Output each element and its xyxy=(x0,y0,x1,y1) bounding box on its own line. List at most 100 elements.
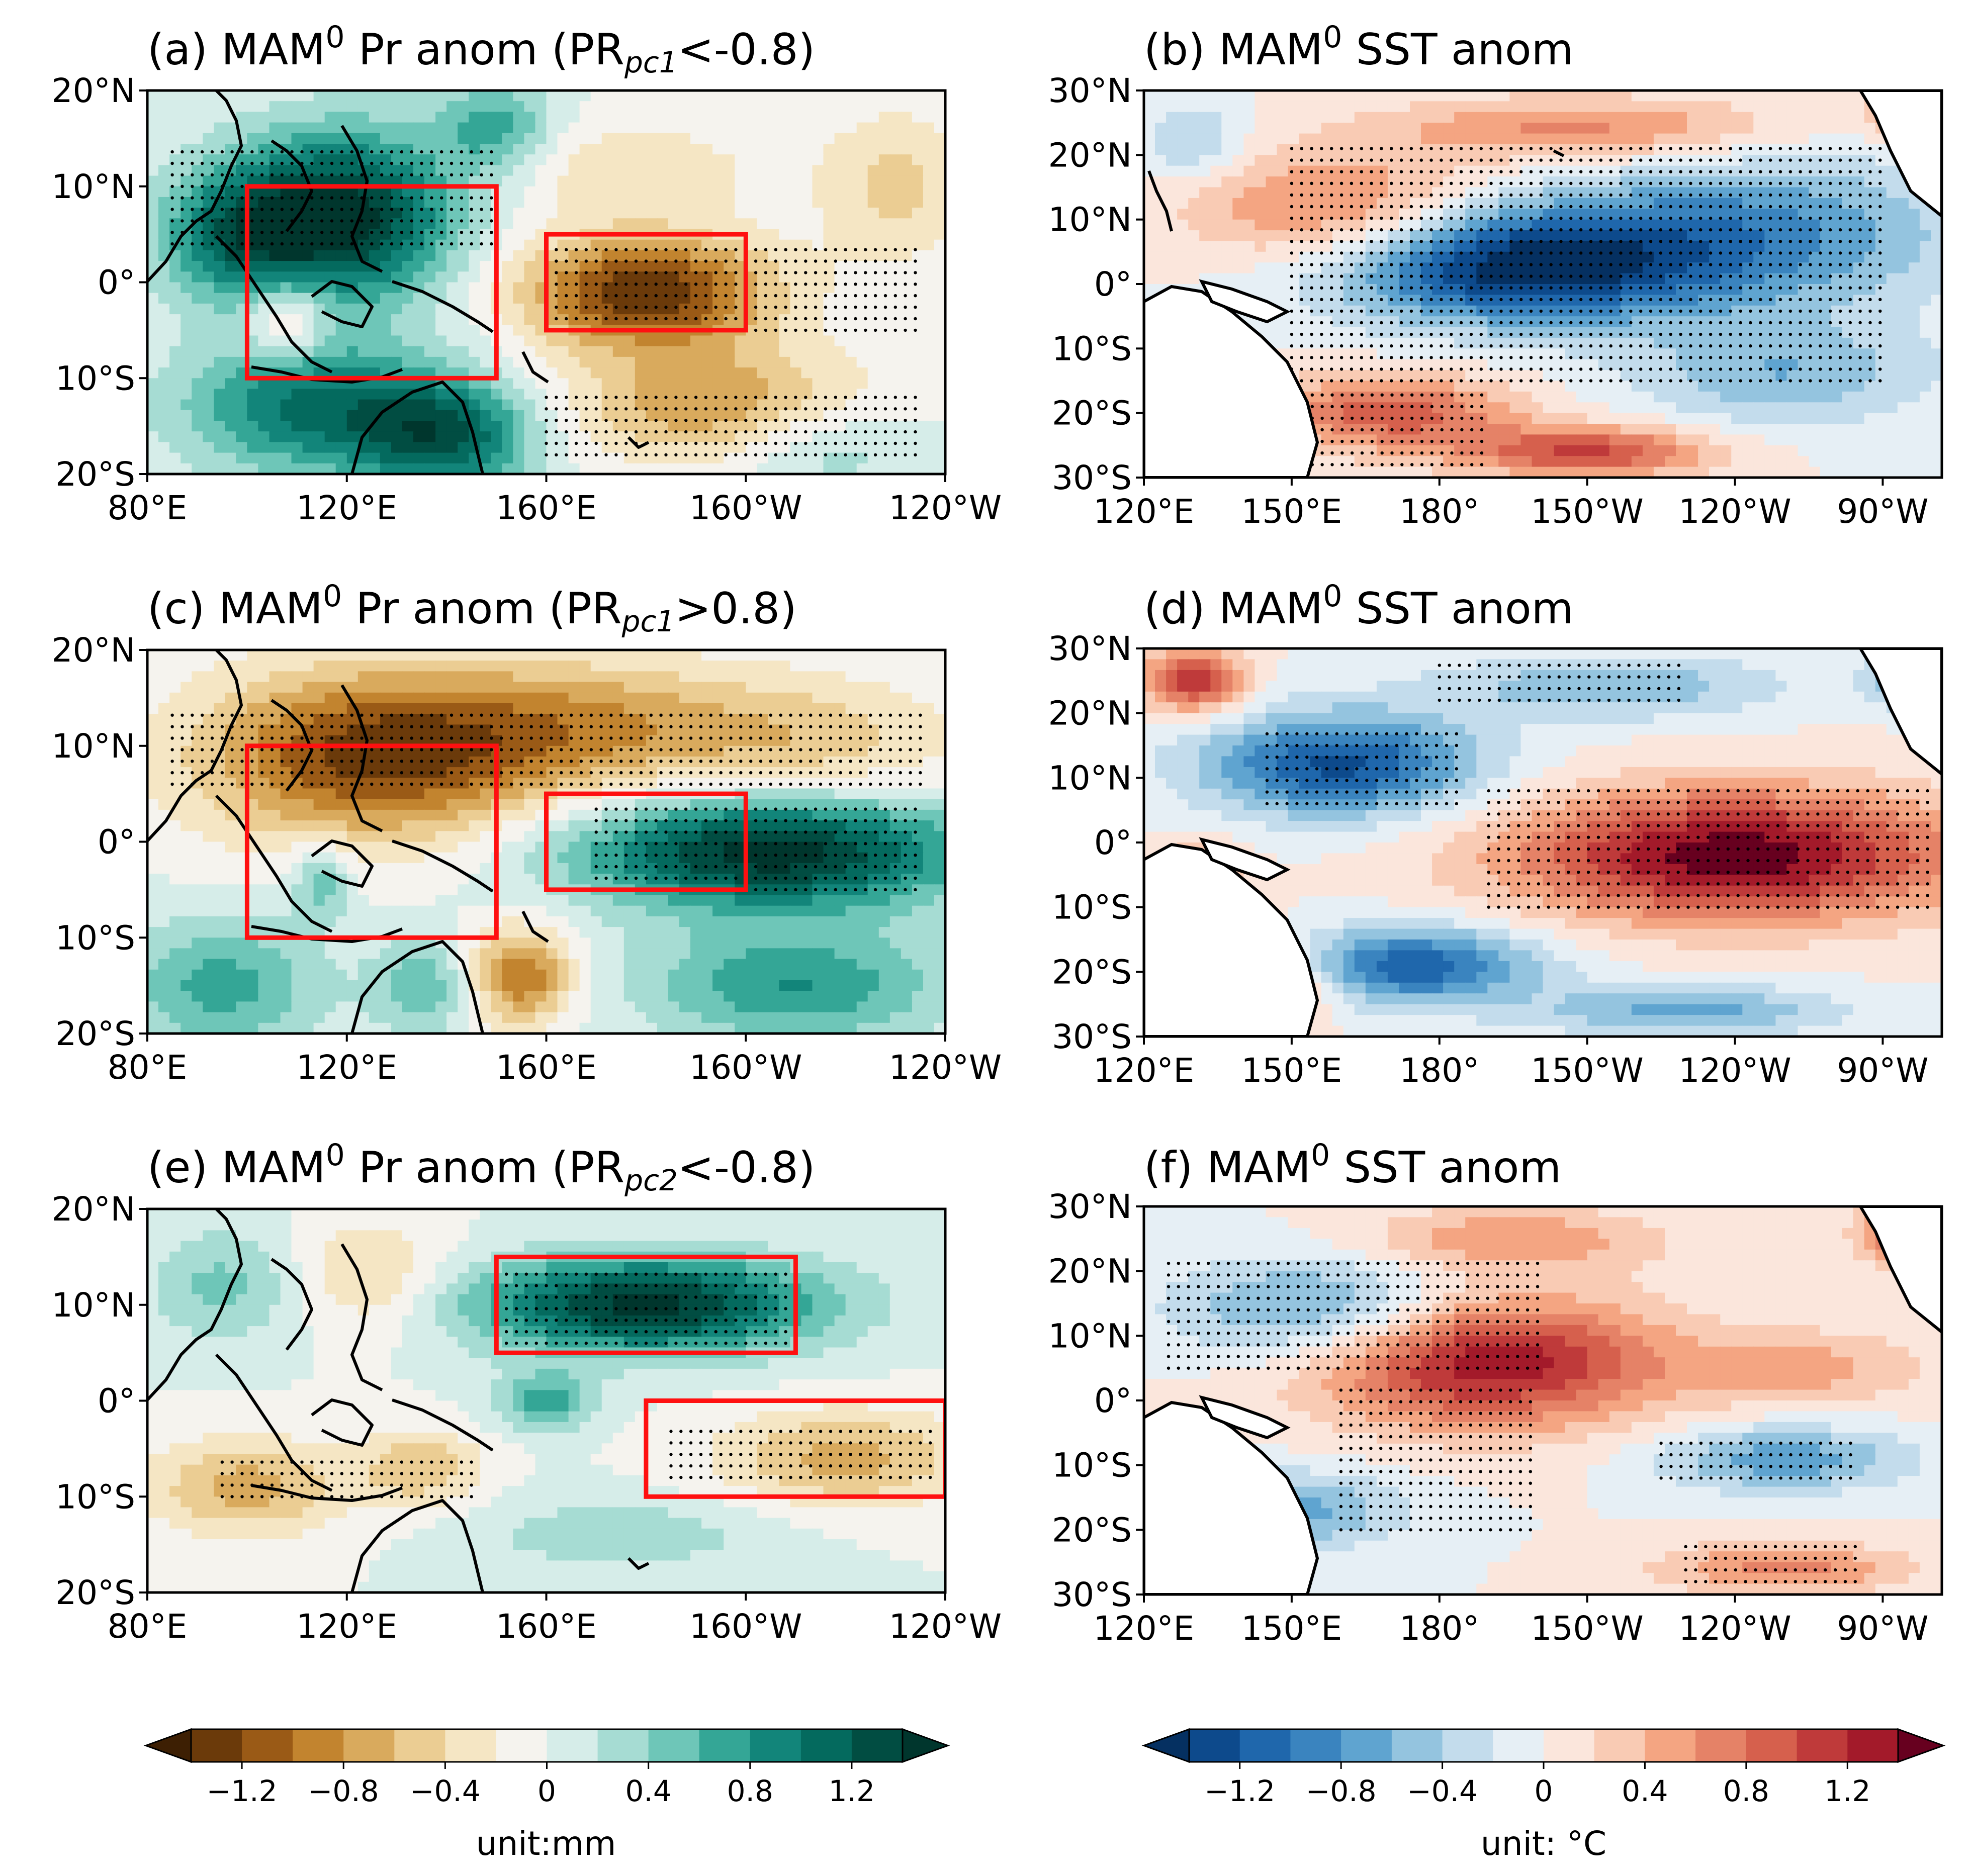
field-cell xyxy=(469,378,480,390)
stipple-dot xyxy=(774,271,778,274)
stipple-dot xyxy=(614,294,618,298)
stipple-dot xyxy=(210,161,214,165)
field-cell xyxy=(1897,230,1909,242)
field-cell xyxy=(1210,133,1222,145)
field-cell xyxy=(612,431,624,443)
stipple-dot xyxy=(230,196,234,200)
field-cell xyxy=(269,325,281,336)
field-cell xyxy=(535,154,547,166)
field-cell xyxy=(1199,165,1211,177)
field-cell xyxy=(912,122,924,134)
field-cell xyxy=(291,250,303,261)
field-cell xyxy=(1709,295,1721,306)
stipple-dot xyxy=(893,259,898,263)
field-cell xyxy=(679,399,691,411)
stipple-dot xyxy=(784,407,787,411)
stipple-dot xyxy=(614,305,618,309)
field-cell xyxy=(856,261,868,272)
field-cell xyxy=(712,303,724,315)
field-cell xyxy=(1620,251,1632,263)
field-cell xyxy=(1387,198,1399,210)
field-cell xyxy=(812,229,824,240)
field-cell xyxy=(1520,144,1533,156)
field-cell xyxy=(1720,133,1732,145)
field-cell xyxy=(1376,176,1388,188)
field-cell xyxy=(612,186,624,198)
field-cell xyxy=(646,239,658,251)
stipple-dot xyxy=(654,419,658,422)
field-cell xyxy=(690,250,702,261)
field-cell xyxy=(380,122,392,134)
field-cell xyxy=(1210,251,1222,263)
field-cell xyxy=(701,90,713,102)
field-cell xyxy=(446,271,458,283)
stipple-dot xyxy=(490,161,493,165)
stipple-dot xyxy=(614,317,618,321)
stipple-dot xyxy=(654,259,658,263)
field-cell xyxy=(1764,284,1776,296)
stipple-dot xyxy=(784,271,787,274)
stipple-dot xyxy=(390,208,394,211)
field-cell xyxy=(1842,123,1854,134)
field-cell xyxy=(1509,133,1521,145)
field-cell xyxy=(335,250,347,261)
field-cell xyxy=(735,303,746,315)
field-cell xyxy=(1653,90,1665,102)
field-cell xyxy=(1166,273,1178,285)
field-cell xyxy=(746,378,758,390)
stipple-dot xyxy=(764,441,768,445)
field-cell xyxy=(912,229,924,240)
field-cell xyxy=(1631,295,1643,306)
field-cell xyxy=(623,303,636,315)
stipple-dot xyxy=(754,317,758,321)
stipple-dot xyxy=(604,430,608,434)
field-cell xyxy=(1155,112,1167,123)
field-cell xyxy=(1576,251,1588,263)
field-cell xyxy=(424,442,436,453)
stipple-dot xyxy=(370,242,374,246)
stipple-dot xyxy=(893,430,898,434)
field-cell xyxy=(1798,295,1810,306)
field-cell xyxy=(845,154,857,166)
field-cell xyxy=(1399,316,1410,328)
field-cell xyxy=(546,271,558,283)
field-cell xyxy=(535,303,547,315)
field-cell xyxy=(535,431,547,443)
stipple-dot xyxy=(624,283,628,286)
field-cell xyxy=(369,389,381,400)
field-cell xyxy=(812,346,824,357)
field-cell xyxy=(856,218,868,230)
field-cell xyxy=(1376,230,1388,242)
field-cell xyxy=(768,229,780,240)
stipple-dot xyxy=(873,248,877,251)
field-cell xyxy=(646,101,658,113)
stipple-dot xyxy=(565,317,568,321)
field-cell xyxy=(668,154,680,166)
field-cell xyxy=(546,101,558,113)
stipple-dot xyxy=(320,231,324,234)
field-cell xyxy=(1753,273,1765,285)
field-cell xyxy=(524,303,536,315)
field-cell xyxy=(1498,295,1510,306)
field-cell xyxy=(623,314,636,326)
field-cell xyxy=(579,356,591,368)
field-cell xyxy=(1277,187,1289,199)
stipple-dot xyxy=(794,407,797,411)
field-cell xyxy=(1842,112,1854,123)
field-cell xyxy=(181,389,192,400)
field-cell xyxy=(579,271,591,283)
field-cell xyxy=(657,186,669,198)
field-cell xyxy=(247,154,259,166)
field-cell xyxy=(1653,209,1665,220)
stipple-dot xyxy=(420,196,423,200)
field-cell xyxy=(181,261,192,272)
field-cell xyxy=(878,112,890,123)
field-cell xyxy=(1820,251,1832,263)
field-cell xyxy=(612,165,624,176)
field-cell xyxy=(1786,112,1799,123)
stipple-dot xyxy=(420,150,423,154)
field-cell xyxy=(402,165,414,176)
stipple-dot xyxy=(614,453,618,457)
field-cell xyxy=(247,421,259,432)
field-cell xyxy=(724,133,735,144)
